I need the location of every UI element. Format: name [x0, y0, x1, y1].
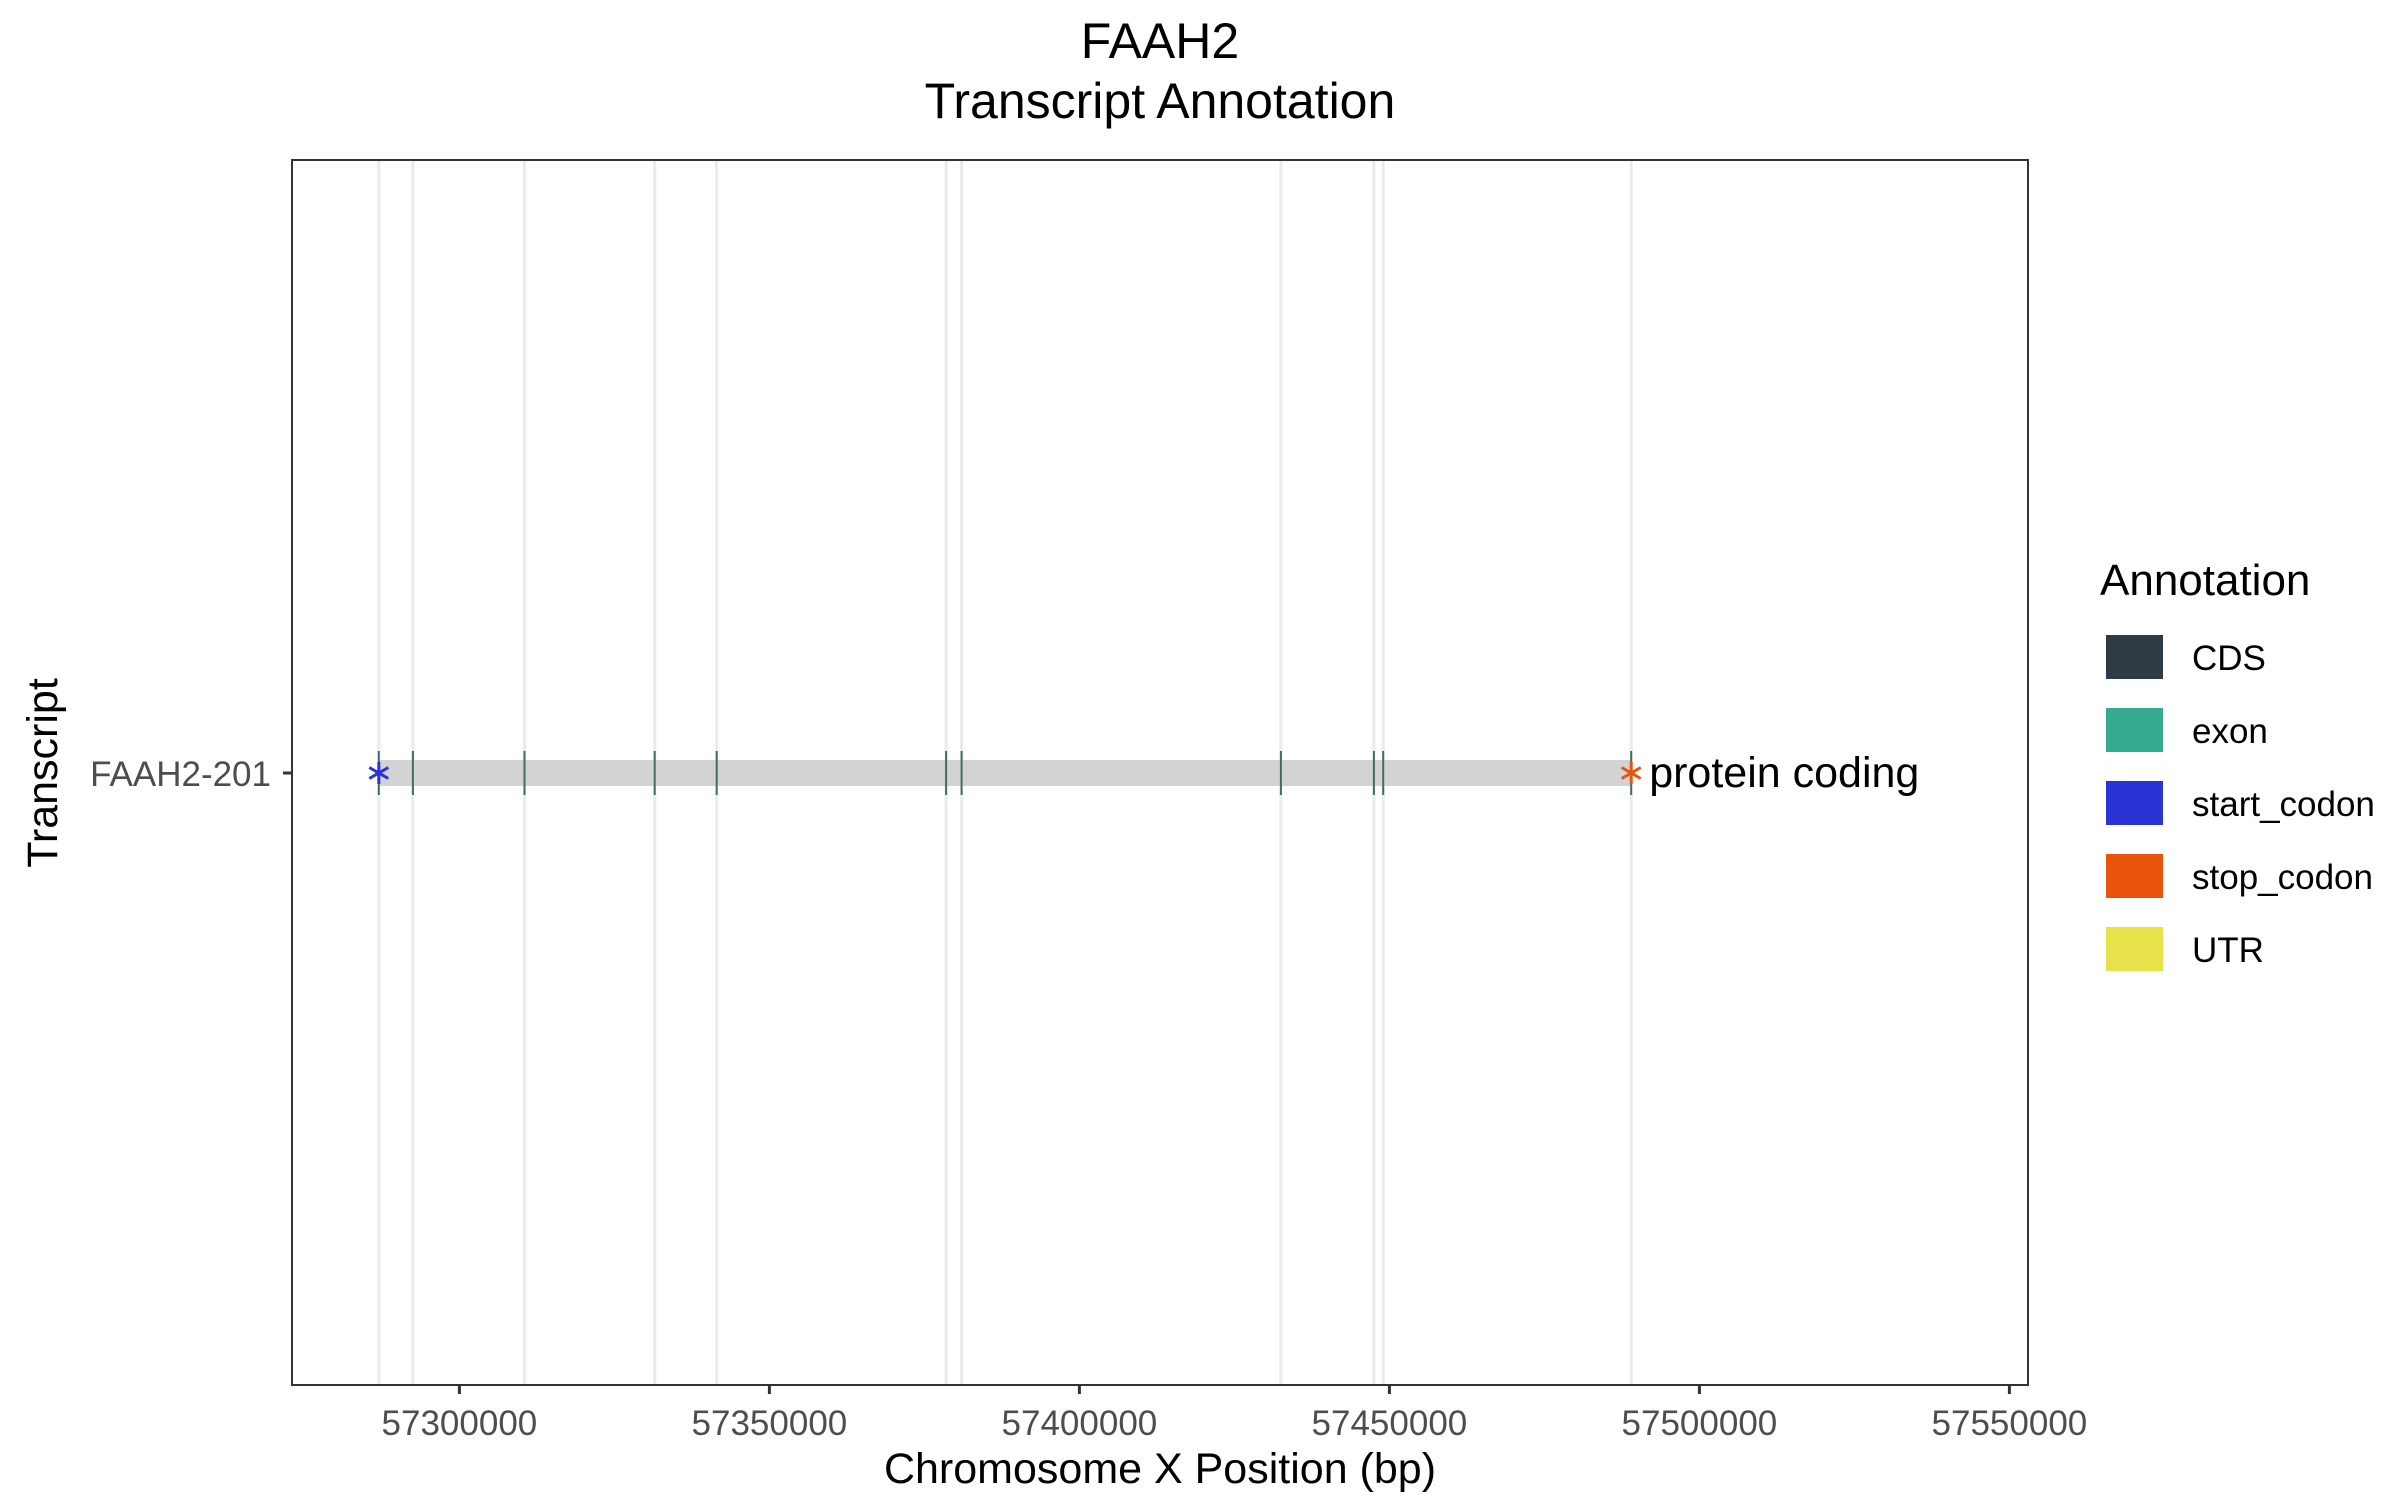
- legend-label: start_codon: [2192, 785, 2375, 824]
- legend-key: [2106, 708, 2163, 752]
- transcript-bar: [378, 760, 1632, 786]
- start-codon-marker: [368, 762, 390, 784]
- x-tick-label: 57500000: [1622, 1404, 1778, 1443]
- legend-key: [2106, 927, 2163, 971]
- y-axis-label: Transcript: [19, 678, 67, 868]
- y-tick-label: FAAH2-201: [90, 755, 271, 794]
- stop-codon-marker: [1620, 762, 1642, 784]
- legend-key: [2106, 635, 2163, 679]
- x-tick-label: 57350000: [692, 1404, 848, 1443]
- chart-subtitle: Transcript Annotation: [925, 73, 1396, 129]
- x-tick-label: 57300000: [382, 1404, 538, 1443]
- x-axis: 57300000 57350000 57400000 57450000 57500000…: [382, 1385, 2088, 1443]
- legend-label: UTR: [2192, 931, 2264, 970]
- legend-label: CDS: [2192, 639, 2266, 678]
- y-axis: FAAH2-201: [90, 755, 292, 794]
- chart-title: FAAH2: [1081, 13, 1239, 69]
- legend-key: [2106, 781, 2163, 825]
- legend-label: stop_codon: [2192, 858, 2373, 897]
- legend: Annotation CDS exon start_codon stop_codon U…: [2100, 556, 2375, 971]
- biotype-label: protein coding: [1649, 749, 1919, 797]
- transcript-tracks: protein coding: [368, 749, 1919, 797]
- x-tick-label: 57400000: [1002, 1404, 1158, 1443]
- legend-title: Annotation: [2100, 556, 2310, 605]
- legend-label: exon: [2192, 712, 2268, 751]
- legend-key: [2106, 854, 2163, 898]
- x-tick-label: 57450000: [1312, 1404, 1468, 1443]
- x-axis-label: Chromosome X Position (bp): [884, 1445, 1436, 1493]
- x-tick-label: 57550000: [1932, 1404, 2088, 1443]
